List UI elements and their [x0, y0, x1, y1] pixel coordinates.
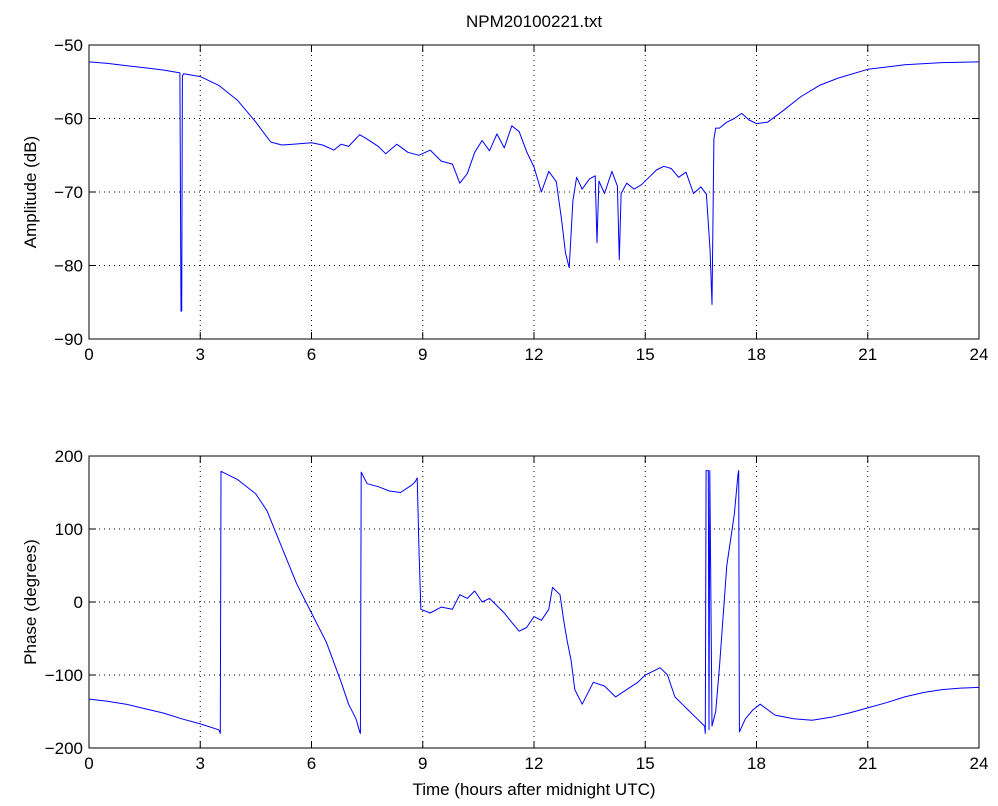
x-tick-label: 24 [970, 754, 989, 773]
x-tick-label: 9 [418, 345, 427, 364]
amplitude-panel: 0 3 6 9 12 15 18 21 24 −90 −80 −70 −60 −50 NPM20100221… [21, 12, 988, 364]
y-tick-label: −100 [45, 666, 83, 685]
x-tick-label: 6 [307, 754, 316, 773]
x-tick-label: 18 [747, 754, 766, 773]
series-line [88, 470, 980, 734]
y-tick-label: −60 [54, 110, 83, 129]
y-tick-label: 100 [55, 520, 83, 539]
y-tick-label: −80 [54, 257, 83, 276]
x-tick-label: 3 [196, 754, 205, 773]
x-tick-label: 12 [525, 754, 544, 773]
chart-title: NPM20100221.txt [466, 12, 602, 31]
y-tick-label: −200 [45, 739, 83, 758]
x-tick-label: 21 [858, 345, 877, 364]
phase-panel: 0 3 6 9 12 15 18 21 24 −200 −100 0 100 200 Time (hours… [21, 447, 988, 799]
x-tick-label: 18 [747, 345, 766, 364]
y-tick-label: −90 [54, 330, 83, 349]
y-tick-label: −70 [54, 183, 83, 202]
x-tick-label: 24 [970, 345, 989, 364]
y-tick-label: 200 [55, 447, 83, 466]
x-tick-label: 3 [196, 345, 205, 364]
x-tick-label: 0 [84, 345, 93, 364]
y-tick-label: −50 [54, 36, 83, 55]
x-tick-label: 9 [418, 754, 427, 773]
x-tick-label: 12 [525, 345, 544, 364]
x-tick-label: 6 [307, 345, 316, 364]
x-axis-label: Time (hours after midnight UTC) [412, 780, 655, 799]
x-tick-label: 15 [636, 754, 655, 773]
y-axis-label: Amplitude (dB) [21, 136, 40, 248]
y-tick-label: 0 [74, 593, 83, 612]
series-line [88, 61, 980, 312]
y-axis-label: Phase (degrees) [21, 539, 40, 665]
x-tick-label: 21 [858, 754, 877, 773]
x-tick-label: 15 [636, 345, 655, 364]
x-tick-label: 0 [84, 754, 93, 773]
